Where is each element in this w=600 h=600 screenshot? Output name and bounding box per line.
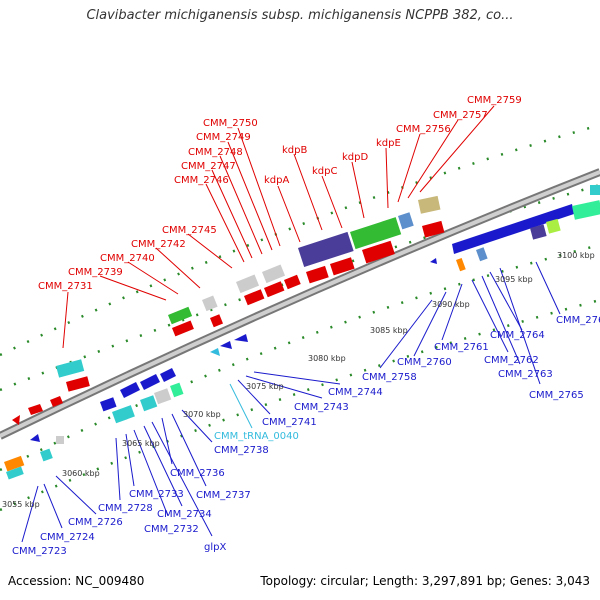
scale-tick: 3075 kbp (246, 382, 284, 391)
scale-labels: 3055 kbp 3060 kbp 3065 kbp 3070 kbp 3075… (2, 251, 595, 509)
dotted-tracks (0, 123, 600, 512)
scale-tick: 3070 kbp (183, 410, 221, 419)
gene-label[interactable]: CMM_2763 (498, 369, 553, 380)
gene-label[interactable]: CMM_2760 (397, 357, 452, 368)
forward-labels: CMM_2731 CMM_2739 CMM_2740 CMM_2742 CMM_… (38, 95, 522, 292)
scale-tick: 3055 kbp (2, 500, 40, 509)
reverse-leaders (21, 261, 561, 543)
reverse-features (4, 185, 600, 480)
forward-leaders (62, 105, 495, 349)
leader-lines (21, 105, 561, 543)
gene-label[interactable]: CMM_2764 (490, 330, 545, 341)
gene-label[interactable]: CMM_2750 (203, 118, 258, 129)
gene-label[interactable]: CMM_2740 (100, 253, 155, 264)
gene-label[interactable]: CMM_2758 (362, 372, 417, 383)
gene-label[interactable]: CMM_2734 (157, 509, 212, 520)
gene-label[interactable]: CMM_2746 (174, 175, 229, 186)
gene-label[interactable]: CMM_2728 (98, 503, 153, 514)
gene-label[interactable]: CMM_2749 (196, 132, 251, 143)
map-title: Clavibacter michiganensis subsp. michiga… (86, 8, 514, 23)
gene-label[interactable]: CMM_2759 (467, 95, 522, 106)
gene-label[interactable]: CMM_2742 (131, 239, 186, 250)
gene-label[interactable]: glpX (204, 542, 226, 553)
gene-label[interactable]: CMM_2726 (68, 517, 123, 528)
scale-tick: 3095 kbp (495, 275, 533, 284)
gene-label[interactable]: CMM_2761 (434, 342, 489, 353)
gene-label[interactable]: CMM_2737 (196, 490, 251, 501)
reverse-labels: CMM_2723 CMM_2724 CMM_2726 CMM_2728 CMM_… (12, 315, 600, 557)
scale-tick: 3100 kbp (557, 251, 595, 260)
genome-backbone (0, 168, 600, 440)
gene-label[interactable]: kdpA (264, 175, 289, 186)
gene-label[interactable]: CMM_2724 (40, 532, 95, 543)
gene-label[interactable]: CMM_2744 (328, 387, 383, 398)
gene-label[interactable]: CMM_2756 (396, 124, 451, 135)
gene-label[interactable]: CMM_2743 (294, 402, 349, 413)
gene-label[interactable]: CMM_2733 (129, 489, 184, 500)
gene-label[interactable]: CMM_tRNA_0040 (214, 431, 299, 442)
gene-label[interactable]: CMM_2738 (214, 445, 269, 456)
gene-label[interactable]: CMM_2757 (433, 110, 488, 121)
gene-label[interactable]: CMM_2748 (188, 147, 243, 158)
trna-leader (229, 383, 253, 429)
gene-label[interactable]: CMM_2765 (529, 390, 584, 401)
scale-tick: 3085 kbp (370, 326, 408, 335)
gene-label[interactable]: CMM_2736 (170, 468, 225, 479)
gene-label[interactable]: kdpD (342, 152, 368, 163)
gene-label[interactable]: CMM_2767 (556, 315, 600, 326)
gene-label[interactable]: kdpE (376, 138, 401, 149)
gene-label[interactable]: kdpC (312, 166, 337, 177)
gene-label[interactable]: CMM_2745 (162, 225, 217, 236)
gene-label[interactable]: CMM_2747 (181, 161, 236, 172)
scale-tick: 3080 kbp (308, 354, 346, 363)
gene-label[interactable]: CMM_2762 (484, 355, 539, 366)
gene-label[interactable]: kdpB (282, 145, 307, 156)
gene-label[interactable]: CMM_2732 (144, 524, 199, 535)
gene-label[interactable]: CMM_2731 (38, 281, 93, 292)
scale-tick: 3090 kbp (432, 300, 470, 309)
accession-text: Accession: NC_009480 (8, 574, 145, 588)
gene-label[interactable]: CMM_2723 (12, 546, 67, 557)
topology-summary: Topology: circular; Length: 3,297,891 bp… (260, 574, 590, 588)
scale-tick: 3065 kbp (122, 439, 160, 448)
forward-features (12, 195, 445, 425)
gene-label[interactable]: CMM_2741 (262, 417, 317, 428)
scale-tick: 3060 kbp (62, 469, 100, 478)
gene-label[interactable]: CMM_2739 (68, 267, 123, 278)
